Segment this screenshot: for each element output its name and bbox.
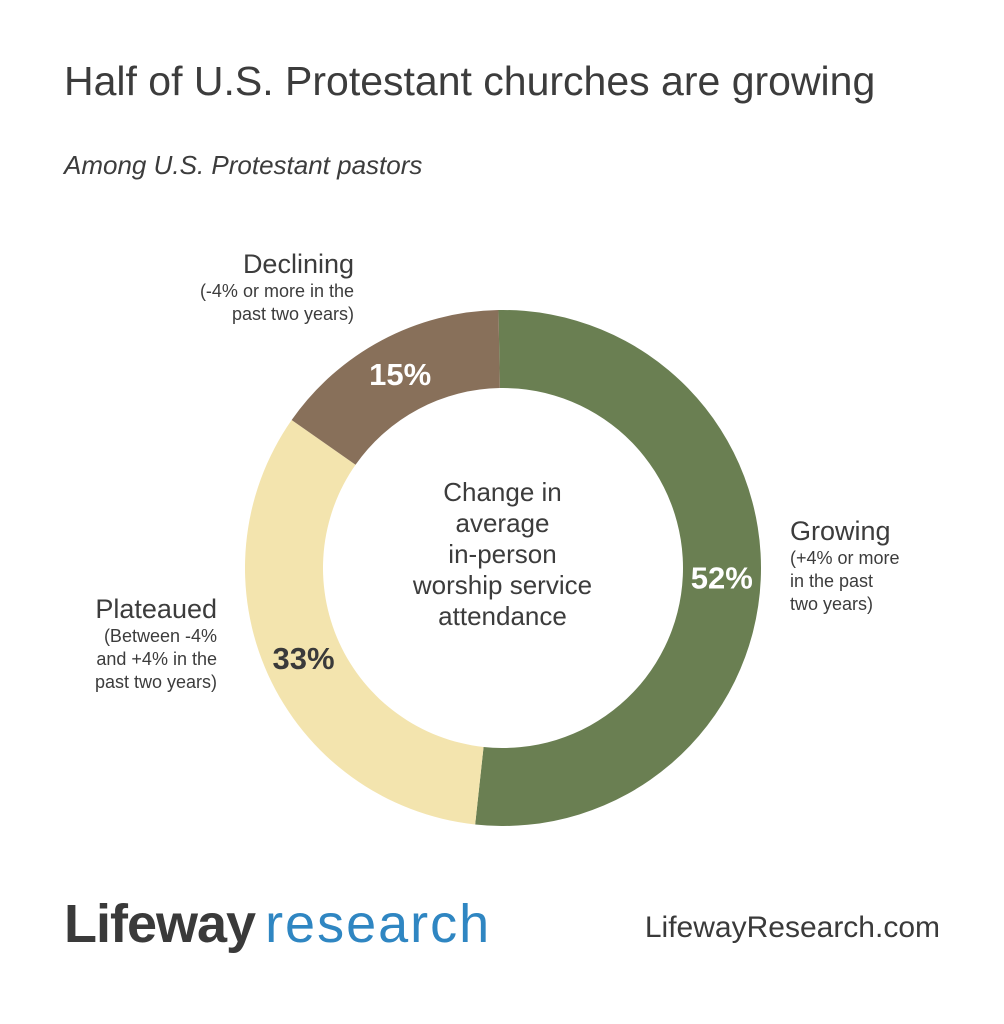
center-label-line-1: Change in (443, 477, 562, 507)
logo-sub-text: research (265, 894, 492, 954)
page-subtitle: Among U.S. Protestant pastors (64, 150, 423, 180)
declining-description-line-1: (-4% or more in the (199, 281, 354, 301)
value-label-plateaued: 33% (273, 641, 335, 676)
plateaued-description-line-1: (Between -4% (103, 626, 217, 646)
donut-slices (244, 310, 761, 826)
donut-slice-declining (291, 310, 500, 465)
website-url: LifewayResearch.com (644, 911, 940, 944)
center-label-line-4: worship service (412, 570, 593, 600)
legend-label-declining: Declining (-4% or more in the past two y… (200, 248, 354, 326)
center-label-line-2: average (455, 508, 550, 538)
legend-label-plateaued: Plateaued (Between -4% and +4% in the pa… (95, 593, 217, 694)
donut-value-labels: 52% 33% 15% (273, 357, 753, 676)
declining-description-line-2: past two years) (231, 304, 354, 324)
donut-center-label: Change in average in-person worship serv… (380, 477, 625, 632)
plateaued-description-line-3: past two years) (94, 672, 217, 692)
legend-label-growing: Growing (+4% or more in the past two yea… (790, 515, 900, 616)
declining-name: Declining (242, 249, 354, 279)
lifeway-research-logo: Lifeway research (64, 893, 491, 955)
page-title: Half of U.S. Protestant churches are gro… (64, 58, 876, 104)
plateaued-description-line-2: and +4% in the (96, 649, 217, 669)
growing-description-line-3: two years) (790, 594, 874, 614)
growing-description-line-2: in the past (790, 571, 874, 591)
donut-slice-plateaued (244, 420, 484, 825)
growing-name: Growing (790, 516, 891, 546)
center-label-line-3: in-person (448, 539, 557, 569)
center-label-line-5: attendance (438, 601, 567, 631)
logo-brand-text: Lifeway (64, 894, 256, 954)
value-label-declining: 15% (369, 357, 431, 392)
donut-slice-growing (475, 310, 761, 826)
value-label-growing: 52% (691, 560, 753, 595)
growing-description-line-1: (+4% or more (790, 548, 900, 568)
plateaued-name: Plateaued (95, 594, 217, 624)
